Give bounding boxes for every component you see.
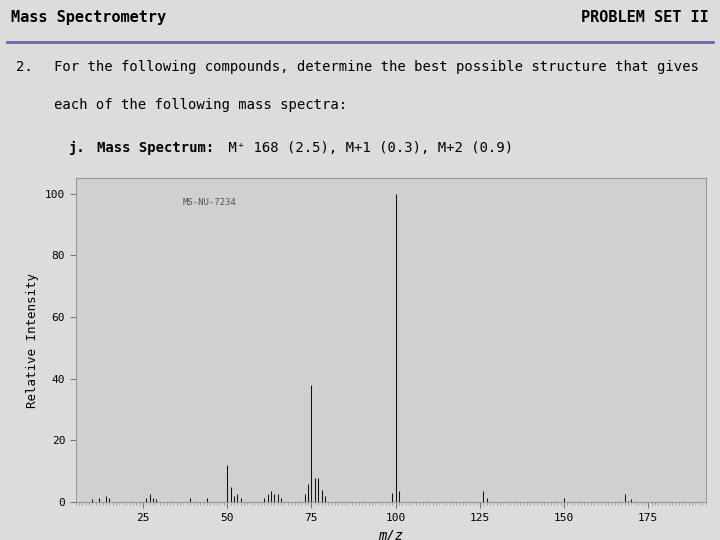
- Text: Mass Spectrum:: Mass Spectrum:: [97, 141, 215, 155]
- Text: Mass Spectrometry: Mass Spectrometry: [11, 10, 166, 25]
- Text: PROBLEM SET II: PROBLEM SET II: [582, 10, 709, 25]
- Text: j.: j.: [68, 141, 85, 156]
- Text: For the following compounds, determine the best possible structure that gives: For the following compounds, determine t…: [54, 60, 699, 74]
- X-axis label: m/z: m/z: [378, 528, 403, 540]
- Text: MS-NU-7234: MS-NU-7234: [183, 198, 236, 207]
- Text: each of the following mass spectra:: each of the following mass spectra:: [54, 98, 347, 112]
- Y-axis label: Relative Intensity: Relative Intensity: [27, 273, 40, 408]
- Text: 2.: 2.: [16, 60, 32, 74]
- Text: M⁺ 168 (2.5), M+1 (0.3), M+2 (0.9): M⁺ 168 (2.5), M+1 (0.3), M+2 (0.9): [220, 141, 513, 155]
